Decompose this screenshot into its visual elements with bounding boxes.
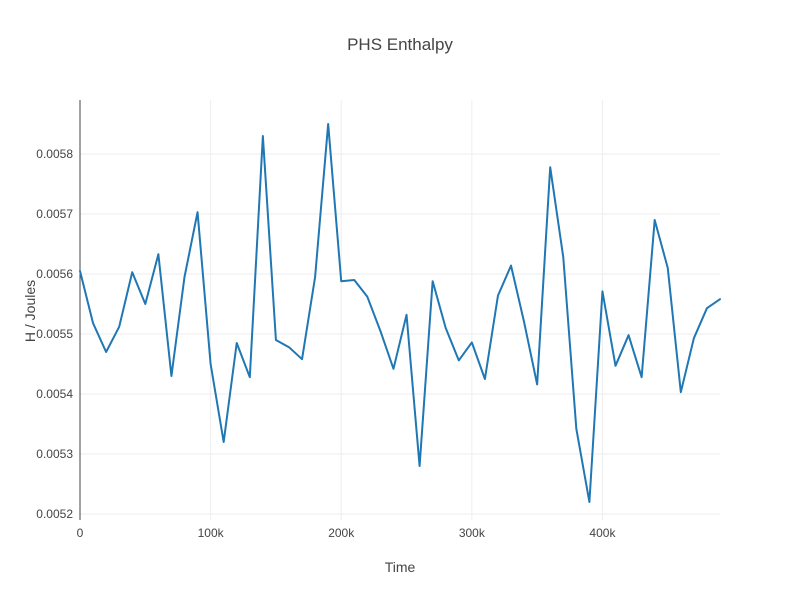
y-tick-label: 0.0058 — [36, 147, 73, 161]
y-axis-title: H / Joules — [22, 280, 38, 342]
x-axis-title: Time — [385, 559, 416, 575]
y-tick-label: 0.0052 — [36, 507, 73, 521]
y-tick-label: 0.0057 — [36, 207, 73, 221]
series-layer — [79, 123, 721, 503]
y-tick-label: 0.0056 — [36, 267, 73, 281]
x-tick-label: 300k — [459, 526, 486, 540]
x-tick-label: 0 — [77, 526, 84, 540]
x-tick-label: 100k — [198, 526, 225, 540]
tick-labels: 0.0052 0.0053 0.0054 0.0055 0.0056 0.0057 0.00… — [36, 147, 616, 540]
y-tick-label: 0.0054 — [36, 387, 73, 401]
grid — [80, 100, 720, 520]
x-tick-label: 400k — [589, 526, 616, 540]
x-tick-label: 200k — [328, 526, 355, 540]
y-tick-label: 0.0053 — [36, 447, 73, 461]
y-tick-label: 0.0055 — [36, 327, 73, 341]
chart-title: PHS Enthalpy — [347, 35, 453, 54]
series-line — [79, 123, 721, 503]
